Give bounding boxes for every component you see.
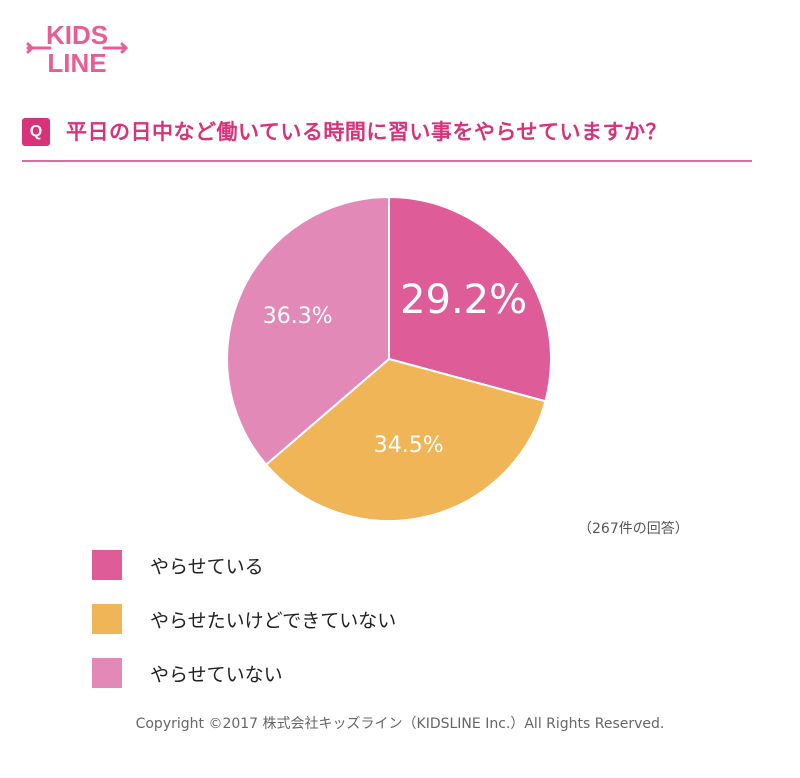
pie-chart-svg: 29.2% 34.5% 36.3% [226, 195, 552, 522]
pie-slice-label: 36.3% [263, 304, 333, 329]
pie-chart: 29.2% 34.5% 36.3% [200, 185, 580, 535]
pie-slice-label: 29.2% [400, 277, 527, 323]
question-badge: Q [22, 118, 50, 146]
pie-slice [264, 357, 547, 522]
legend-label: やらせている [150, 556, 264, 578]
pie-slice [388, 195, 552, 403]
pie-slice-label: 34.5% [374, 433, 444, 458]
legend-label: やらせたいけどできていない [150, 610, 397, 632]
divider [22, 160, 752, 162]
kidsline-logo: KIDS LINE [22, 10, 132, 80]
response-count-note: （267件の回答） [578, 521, 689, 537]
svg-text:LINE: LINE [47, 48, 106, 78]
legend-swatch [92, 658, 122, 688]
question-text: 平日の日中など働いている時間に習い事をやらせていますか？ [66, 120, 667, 144]
legend-swatch [92, 550, 122, 580]
copyright-footer: Copyright ©2017 株式会社キッズライン（KIDSLINE Inc.… [135, 716, 665, 732]
legend-swatch [92, 604, 122, 634]
question-header: Q 平日の日中など働いている時間に習い事をやらせていますか？ [22, 112, 778, 154]
pie-slice [226, 195, 390, 467]
legend-label: やらせていない [150, 664, 283, 686]
svg-text:KIDS: KIDS [46, 20, 108, 50]
